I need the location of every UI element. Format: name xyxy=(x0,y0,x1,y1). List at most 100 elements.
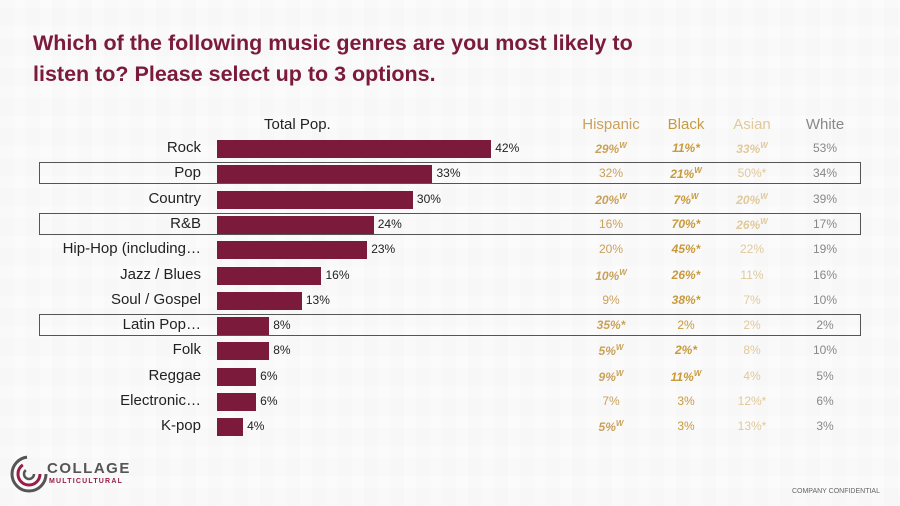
table-cell-white: 6% xyxy=(816,394,834,408)
chart-row: R&B 24% 16% 70%* 26%W 17% xyxy=(0,212,900,237)
table-cell-hispanic: 9%W xyxy=(598,368,624,384)
column-header-black: Black xyxy=(667,116,705,133)
chart-row: Electronic… 6% 7% 3% 12%* 6% xyxy=(0,389,900,414)
table-cell-black: 45%* xyxy=(671,242,701,257)
bar xyxy=(217,190,413,209)
table-cell-asian: 13%* xyxy=(737,419,767,434)
table-cell-asian: 7% xyxy=(743,292,761,307)
chart-row: Hip-Hop (including… 23% 20% 45%* 22% 19% xyxy=(0,237,900,262)
chart-row: Pop 33% 32% 21%W 50%* 34% xyxy=(0,161,900,186)
row-highlight-box xyxy=(39,162,861,185)
bar-value-label: 4% xyxy=(247,419,265,434)
table-cell-hispanic: 32% xyxy=(598,166,624,181)
table-cell-black: 3% xyxy=(677,394,695,408)
logo-name: COLLAGE xyxy=(47,460,131,477)
bar xyxy=(217,266,322,285)
bar xyxy=(217,140,492,158)
table-cell-white: 2% xyxy=(816,318,834,333)
table-cell-asian: 20%W xyxy=(736,191,768,207)
chart-row: Rock 42% 29%W 11%* 33%W 53% xyxy=(0,136,900,161)
category-label: Latin Pop… xyxy=(122,316,201,334)
column-header-white: White xyxy=(805,116,845,133)
table-cell-hispanic: 7% xyxy=(602,394,620,408)
bar xyxy=(217,418,244,437)
table-cell-hispanic: 35%* xyxy=(596,318,626,333)
table-cell-asian: 11% xyxy=(740,267,764,282)
category-label: Electronic… xyxy=(120,392,201,409)
table-cell-black: 7%W xyxy=(673,191,699,207)
page-title: Which of the following music genres are … xyxy=(33,31,633,86)
table-cell-white: 16% xyxy=(812,267,838,282)
table-cell-asian: 4% xyxy=(743,368,761,383)
category-label: Hip-Hop (including… xyxy=(62,240,201,258)
chart-row: Folk 8% 5%W 2%* 8% 10% xyxy=(0,338,900,363)
table-cell-asian: 33%W xyxy=(736,141,768,156)
bar-value-label: 33% xyxy=(436,166,461,181)
table-cell-hispanic: 20%W xyxy=(595,191,627,207)
table-cell-hispanic: 16% xyxy=(598,216,624,231)
table-cell-asian: 2% xyxy=(743,318,761,333)
table-cell-white: 5% xyxy=(816,368,834,383)
table-cell-asian: 22% xyxy=(739,242,765,257)
chart-row: Jazz / Blues 16% 10%W 26%* 11% 16% xyxy=(0,263,900,288)
table-cell-white: 3% xyxy=(816,419,834,434)
table-cell-hispanic: 20% xyxy=(598,242,624,257)
bar-value-label: 24% xyxy=(377,216,402,231)
bar xyxy=(217,342,270,361)
table-cell-white: 34% xyxy=(812,166,838,181)
bar xyxy=(217,215,374,234)
bar-value-label: 13% xyxy=(305,292,330,307)
table-cell-asian: 26%W xyxy=(736,216,768,232)
category-label: Jazz / Blues xyxy=(120,265,201,283)
bar-value-label: 6% xyxy=(260,368,278,383)
table-cell-black: 2%* xyxy=(674,343,697,358)
category-label: Pop xyxy=(174,164,201,182)
table-cell-hispanic: 5%W xyxy=(598,343,624,359)
table-cell-black: 11%* xyxy=(672,141,700,155)
category-label: Country xyxy=(148,189,201,207)
bar-value-label: 16% xyxy=(325,267,350,282)
bar xyxy=(217,367,257,386)
table-cell-white: 19% xyxy=(812,242,838,257)
table-cell-white: 53% xyxy=(812,141,838,155)
bar-value-label: 30% xyxy=(416,191,441,206)
bar-value-label: 42% xyxy=(495,141,520,155)
table-cell-black: 26%* xyxy=(671,267,701,282)
bar-value-label: 23% xyxy=(371,242,396,257)
table-cell-black: 38%* xyxy=(671,292,701,307)
chart-row: Country 30% 20%W 7%W 20%W 39% xyxy=(0,187,900,212)
chart-row: Reggae 6% 9%W 11%W 4% 5% xyxy=(0,364,900,389)
table-cell-white: 39% xyxy=(812,191,838,206)
column-header-hispanic: Hispanic xyxy=(582,116,640,133)
table-cell-white: 10% xyxy=(812,292,838,307)
table-cell-hispanic: 9% xyxy=(602,292,620,307)
table-cell-asian: 8% xyxy=(743,343,761,358)
confidential-footer: COMPANY CONFIDENTIAL xyxy=(791,488,880,495)
column-header-asian: Asian xyxy=(733,116,771,133)
table-cell-white: 10% xyxy=(812,343,838,358)
bar xyxy=(217,165,433,184)
logo-subtitle: MULTICULTURAL xyxy=(49,478,124,485)
table-cell-hispanic: 5%W xyxy=(598,419,624,435)
table-cell-hispanic: 10%W xyxy=(595,267,627,283)
chart-row: Latin Pop… 8% 35%* 2% 2% 2% xyxy=(0,313,900,338)
bar xyxy=(217,317,270,336)
row-highlight-box xyxy=(39,314,861,337)
row-highlight-box xyxy=(39,212,861,235)
table-cell-black: 3% xyxy=(677,419,695,434)
bar xyxy=(217,393,257,411)
category-label: Folk xyxy=(172,341,201,359)
bar-value-label: 8% xyxy=(273,343,291,358)
bar xyxy=(217,241,368,260)
category-label: Soul / Gospel xyxy=(110,290,201,308)
category-label: K-pop xyxy=(160,417,201,435)
table-cell-black: 11%W xyxy=(670,368,702,384)
table-cell-asian: 50%* xyxy=(737,166,767,181)
table-cell-asian: 12%* xyxy=(737,394,767,408)
chart-row: K-pop 4% 5%W 3% 13%* 3% xyxy=(0,414,900,439)
category-label: Reggae xyxy=(148,366,201,384)
table-cell-hispanic: 29%W xyxy=(595,141,627,156)
table-cell-black: 21%W xyxy=(670,166,702,182)
table-cell-black: 2% xyxy=(677,318,695,333)
